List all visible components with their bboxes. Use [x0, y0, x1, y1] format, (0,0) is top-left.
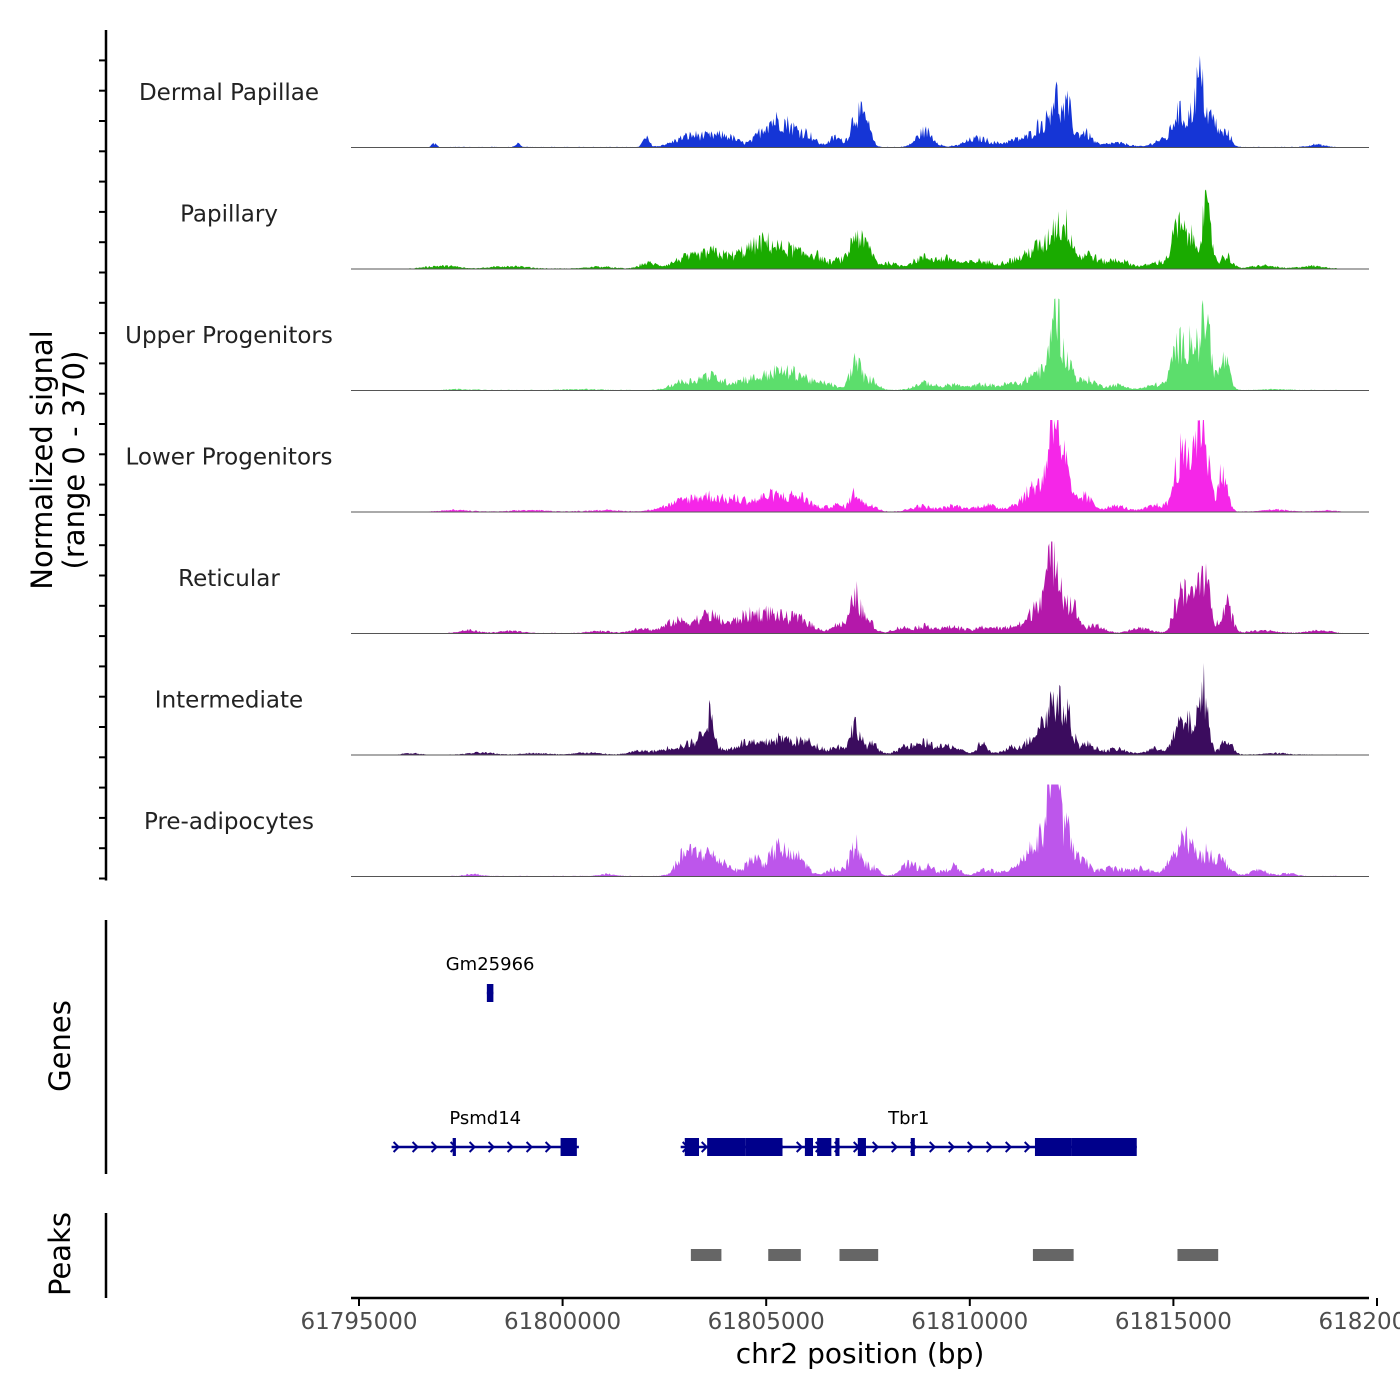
x-ticks: 61795000 61800000 61805000 61810000 61815000… [300, 1298, 1400, 1335]
peak-region [768, 1249, 801, 1261]
peak-region [1177, 1249, 1219, 1261]
gene-exon [1071, 1138, 1137, 1156]
peak-region [690, 1249, 722, 1261]
gene-exon [486, 984, 494, 1002]
gene-exon [452, 1138, 456, 1156]
track-label-pre-adipocytes: Pre-adipocytes [144, 809, 314, 835]
track-label-lower-progenitors: Lower Progenitors [126, 445, 333, 471]
signal-tracks: Dermal Papillae Papillary Upper Progenitor… [125, 55, 1377, 877]
y-axis-title-line2: (range 0 - 370) [57, 351, 91, 570]
gene-exon [560, 1138, 577, 1156]
x-tick-label: 61820000 [1318, 1309, 1400, 1335]
y-axis-title-line1: Normalized signal [25, 330, 59, 589]
peak-region [1032, 1249, 1074, 1261]
track-dermal-papillae: Dermal Papillae [139, 55, 1377, 148]
peak-track [690, 1249, 1219, 1261]
strand-arrow [506, 1141, 514, 1153]
peak-region [839, 1249, 879, 1261]
gene-tbr1: Tbr1 [680, 1108, 1137, 1156]
signal-area-papillary [359, 189, 1377, 269]
gene-label-tbr1: Tbr1 [887, 1108, 929, 1129]
strand-arrow [1023, 1141, 1032, 1153]
signal-area-lower-progenitors [359, 420, 1377, 512]
gene-psmd14: Psmd14 [391, 1108, 579, 1156]
signal-area-intermediate [359, 663, 1377, 755]
gene-exon [707, 1138, 746, 1156]
track-intermediate: Intermediate [155, 663, 1377, 756]
gene-gm25966: Gm25966 [446, 954, 535, 1002]
x-tick-label: 61805000 [708, 1309, 825, 1335]
gene-exon [745, 1138, 783, 1156]
track-label-papillary: Papillary [180, 202, 278, 228]
gene-exon [1034, 1138, 1072, 1156]
strand-arrow [392, 1141, 400, 1153]
genes-track-label: Genes [43, 1000, 77, 1092]
track-label-upper-progenitors: Upper Progenitors [125, 323, 333, 349]
strand-arrow [947, 1141, 956, 1153]
strand-arrow [1004, 1141, 1013, 1153]
strand-arrow [966, 1141, 975, 1153]
x-tick-label: 61800000 [504, 1309, 621, 1335]
strand-arrow [890, 1141, 899, 1153]
peaks-track-label: Peaks [43, 1212, 77, 1296]
track-label-dermal-papillae: Dermal Papillae [139, 80, 319, 106]
x-tick-label: 61815000 [1115, 1309, 1232, 1335]
strand-arrow [871, 1141, 880, 1153]
strand-arrow [985, 1141, 994, 1153]
gene-exon [804, 1138, 814, 1156]
track-pre-adipocytes: Pre-adipocytes [144, 784, 1377, 877]
strand-arrow [525, 1141, 533, 1153]
gene-exon [910, 1138, 915, 1156]
x-axis-title: chr2 position (bp) [736, 1337, 985, 1370]
track-reticular: Reticular [178, 541, 1377, 634]
y-axis-title: Normalized signal (range 0 - 370) [25, 330, 91, 589]
x-tick-label: 61810000 [911, 1309, 1028, 1335]
signal-area-reticular [359, 541, 1377, 634]
strand-arrow [468, 1141, 476, 1153]
strand-arrow [928, 1141, 937, 1153]
track-lower-progenitors: Lower Progenitors [126, 420, 1377, 513]
signal-area-dermal-papillae [359, 55, 1377, 148]
track-label-reticular: Reticular [178, 566, 280, 592]
strand-arrow [700, 1141, 709, 1153]
strand-arrow [430, 1141, 438, 1153]
x-tick-label: 61795000 [300, 1309, 417, 1335]
signal-axis [99, 30, 108, 881]
signal-area-pre-adipocytes [359, 784, 1377, 877]
gene-label-gm25966: Gm25966 [446, 954, 535, 975]
track-upper-progenitors: Upper Progenitors [125, 298, 1377, 391]
gene-exon [684, 1138, 700, 1156]
strand-arrow [411, 1141, 419, 1153]
gene-exon [857, 1138, 866, 1156]
strand-arrow [487, 1141, 495, 1153]
gene-track: Gm25966 Psmd14 Tbr1 [391, 954, 1137, 1156]
track-papillary: Papillary [180, 189, 1377, 270]
gene-exon [835, 1138, 840, 1156]
signal-area-upper-progenitors [359, 298, 1377, 391]
track-label-intermediate: Intermediate [155, 688, 303, 714]
gene-exon [817, 1138, 832, 1156]
strand-arrow [544, 1141, 552, 1153]
gene-label-psmd14: Psmd14 [449, 1108, 521, 1129]
strand-arrow [795, 1141, 804, 1153]
